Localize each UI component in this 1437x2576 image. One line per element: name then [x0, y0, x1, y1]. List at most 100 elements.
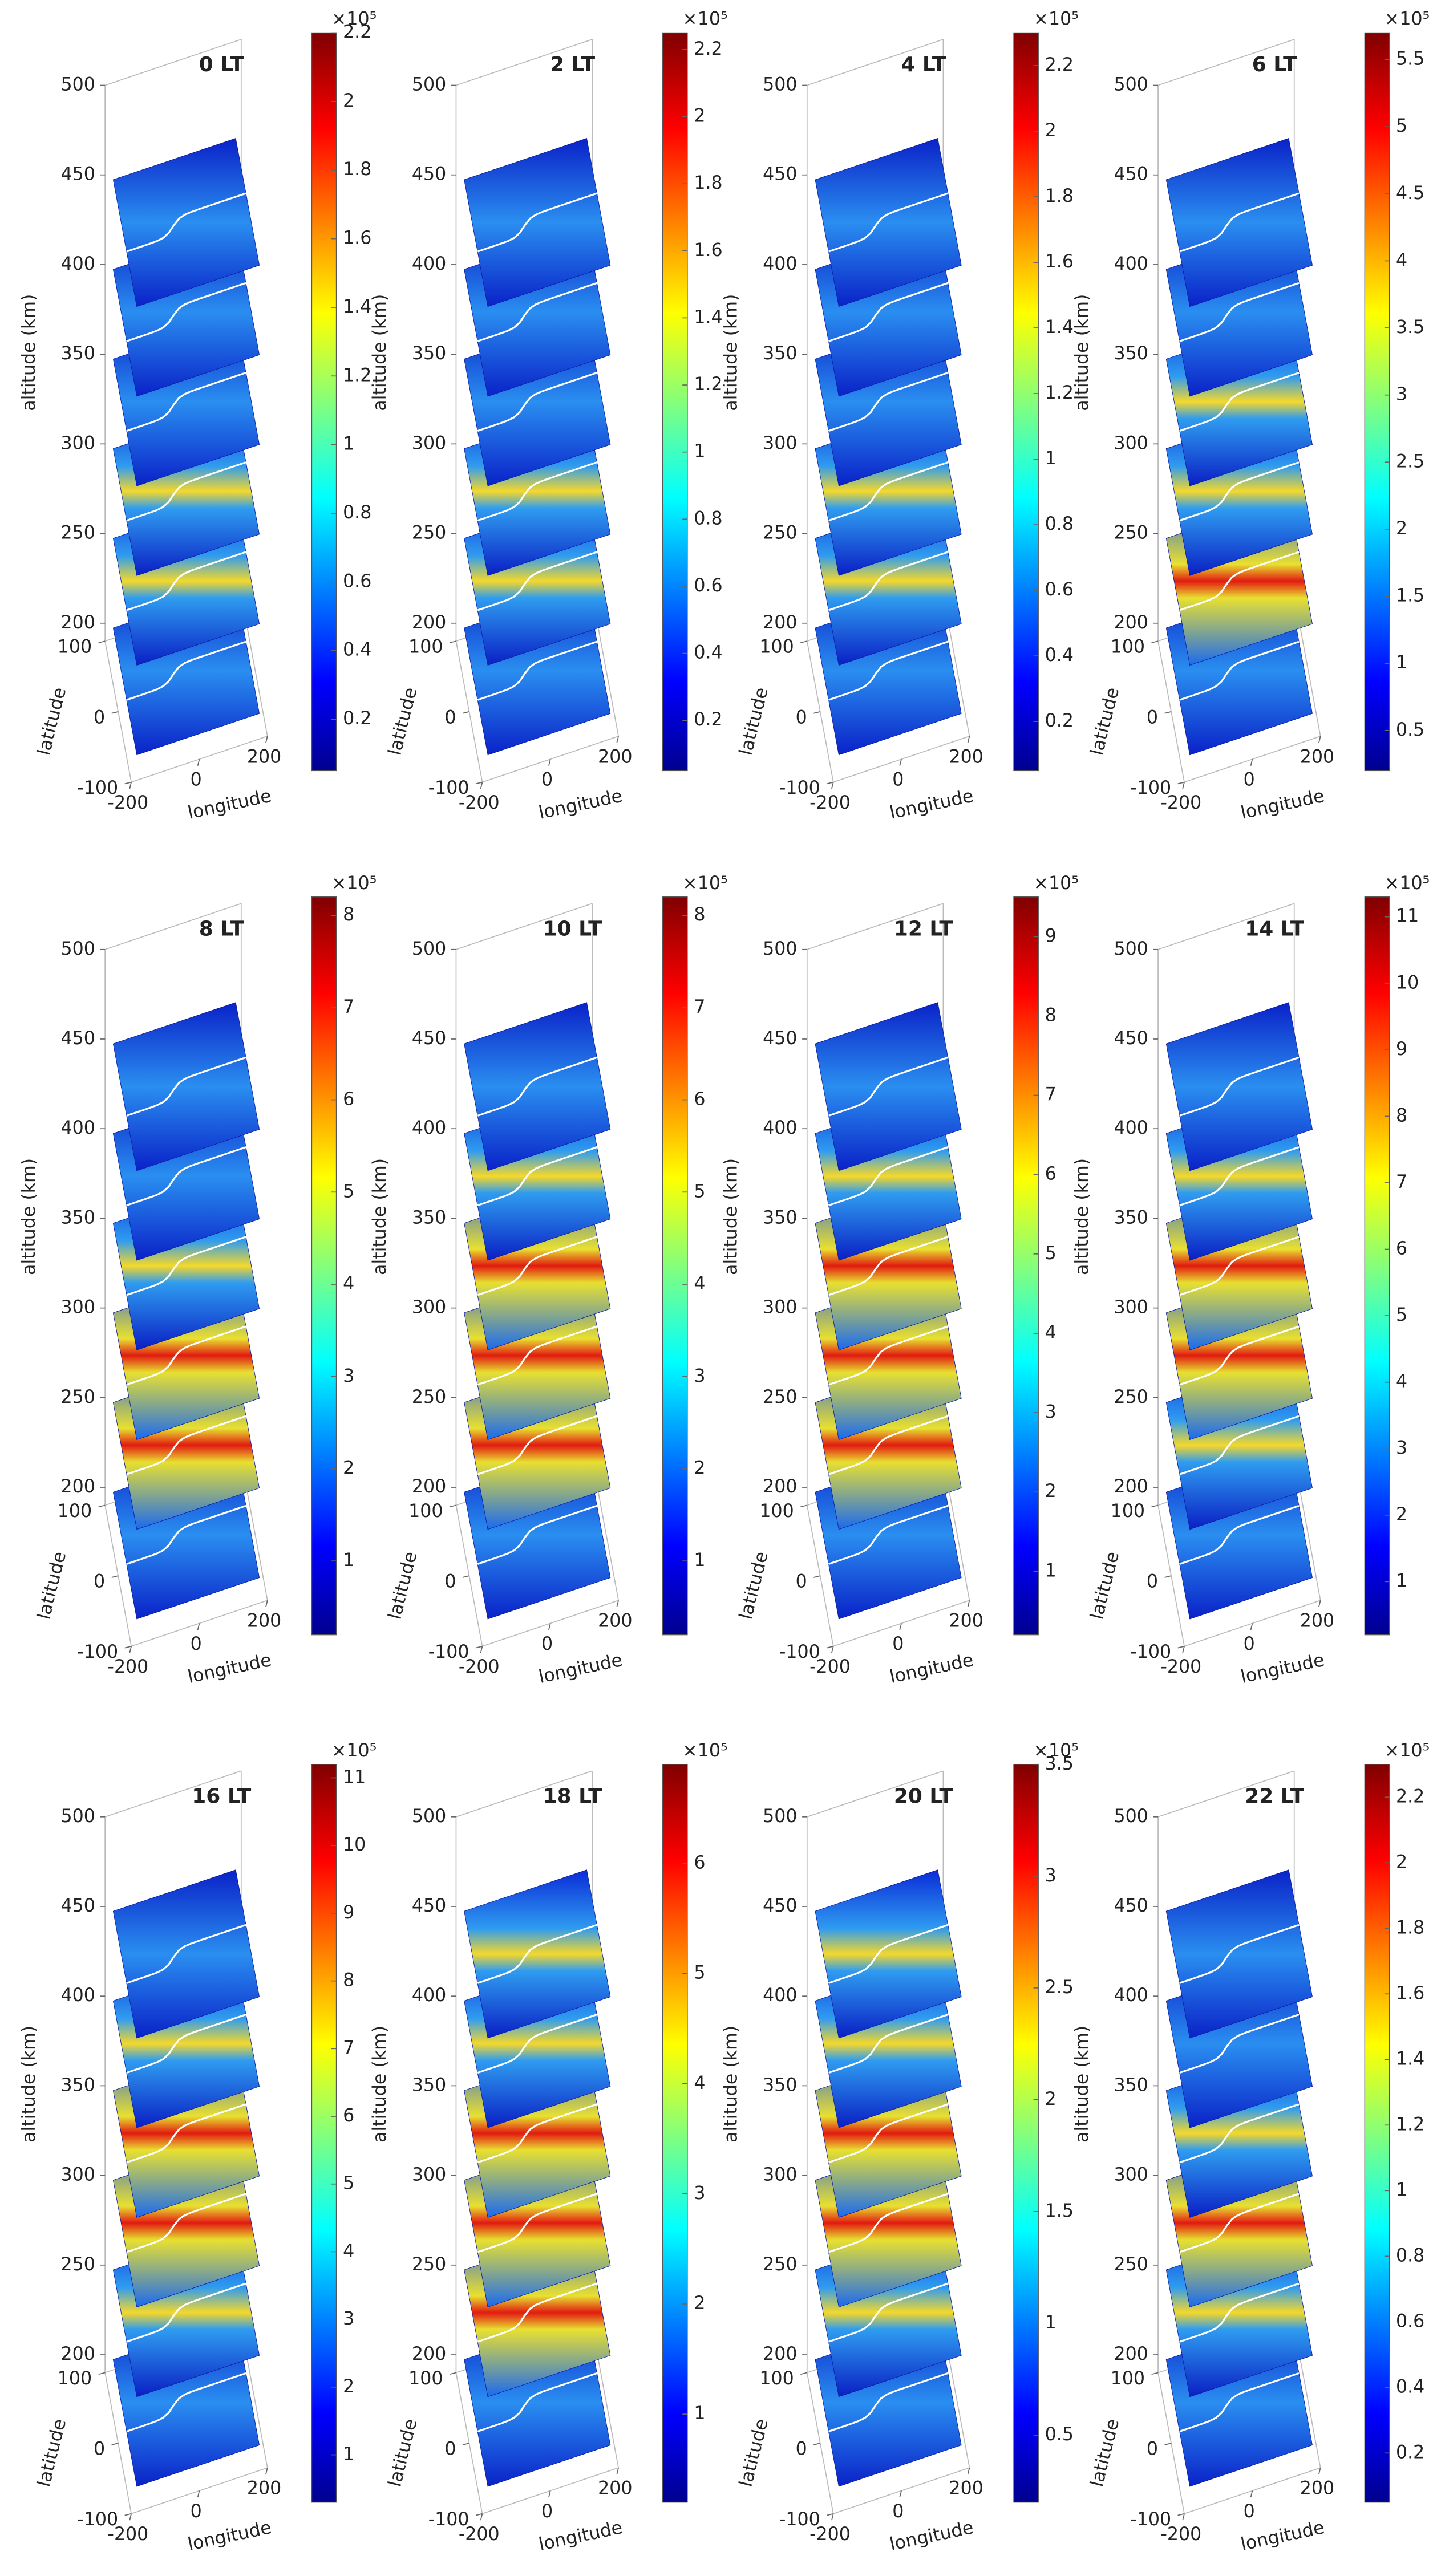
- colorbar-tick-label: 3: [694, 2183, 705, 2204]
- magnetic-equator: [126, 2372, 246, 2432]
- x-tick: [265, 2468, 268, 2474]
- magnetic-equator: [828, 2013, 949, 2074]
- panel-title: 10 LT: [543, 917, 602, 940]
- colorbar-tick-label: 2: [1396, 1852, 1407, 1872]
- x-tick: [967, 736, 970, 743]
- x-tick: [129, 2513, 132, 2521]
- colorbar: [1013, 32, 1039, 772]
- colorbar-tick-label: 8: [1045, 1005, 1057, 1025]
- colorbar-tick-label: 9: [1045, 926, 1057, 946]
- x-tick: [1182, 1646, 1185, 1653]
- axis-box-edge: [456, 1770, 593, 1818]
- magnetic-equator: [477, 2282, 597, 2343]
- z-tick-label: 450: [1114, 1896, 1148, 1916]
- z-tick-label: 200: [1114, 612, 1148, 633]
- colorbar-tick-label: 4: [1045, 1323, 1057, 1343]
- magnetic-equator: [477, 1415, 597, 1475]
- x-tick: [480, 1646, 483, 1653]
- y-tick-label: 100: [1111, 2368, 1145, 2389]
- magnetic-equator: [126, 371, 246, 432]
- z-tick-label: 400: [412, 1118, 446, 1138]
- z-tick-label: 500: [1114, 75, 1148, 95]
- panel-title: 16 LT: [192, 1784, 251, 1808]
- magnetic-equator: [126, 1236, 246, 1296]
- y-tick: [813, 711, 820, 714]
- x-tick-label: 0: [1244, 770, 1255, 790]
- density-slice: [1165, 138, 1313, 307]
- colorbar-tick-label: 6: [694, 1853, 705, 1873]
- colorbar-tick-label: 7: [1396, 1172, 1407, 1192]
- colorbar-tick-label: 3.5: [1396, 317, 1424, 338]
- z-tick-label: 200: [1114, 1476, 1148, 1497]
- z-tick-label: 300: [412, 2165, 446, 2185]
- z-tick-label: 200: [412, 1476, 446, 1497]
- panel-title: 6 LT: [1252, 53, 1297, 76]
- panel: 200 250 300 350 400 450 500 -100 0 100 -200 0 200 alt…: [1072, 1741, 1430, 2555]
- y-tick-label: 0: [444, 1572, 456, 1592]
- magnetic-equator: [1179, 1504, 1300, 1565]
- colorbar-tick-label: 0.6: [343, 571, 371, 591]
- panel: 200 250 300 350 400 450 500 -100 0 100 -200 0 200 alt…: [370, 9, 727, 823]
- colorbar-tick-label: 1.6: [343, 228, 371, 249]
- y-axis-label: latitude: [384, 2417, 421, 2489]
- z-tick-label: 250: [61, 2254, 95, 2275]
- axis-box-edge: [1184, 736, 1321, 783]
- x-axis-label: longitude: [537, 2517, 624, 2555]
- y-tick-label: 100: [408, 2368, 443, 2389]
- x-tick: [265, 1600, 268, 1607]
- x-axis-label: longitude: [1239, 2517, 1326, 2555]
- z-tick-label: 500: [1114, 939, 1148, 959]
- z-tick-label: 450: [1114, 1028, 1148, 1049]
- z-tick-label: 350: [763, 343, 797, 364]
- colorbar-tick-label: 3: [1396, 1438, 1407, 1458]
- y-tick-label: -100: [1130, 1642, 1171, 1662]
- axis-box-edge: [131, 736, 268, 783]
- x-axis-label: longitude: [537, 1650, 624, 1687]
- panel: 200 250 300 350 400 450 500 -100 0 100 -200 0 200 alt…: [370, 873, 727, 1687]
- magnetic-equator: [1179, 282, 1300, 342]
- colorbar-tick-label: 2: [1396, 1504, 1407, 1525]
- y-tick: [462, 2443, 469, 2445]
- panel-title: 12 LT: [894, 917, 953, 940]
- magnetic-equator: [1179, 2013, 1300, 2074]
- panel-title: 18 LT: [543, 1784, 602, 1808]
- z-tick-label: 400: [1114, 254, 1148, 274]
- y-tick: [98, 1504, 106, 1508]
- x-tick-label: -200: [1160, 793, 1201, 813]
- z-tick-label: 350: [763, 2075, 797, 2095]
- axis-box-edge: [104, 1770, 242, 1818]
- y-axis-label: latitude: [736, 1549, 772, 1621]
- colorbar-tick-label: 1.2: [1396, 2114, 1424, 2135]
- y-tick: [1164, 1575, 1172, 1578]
- magnetic-equator: [126, 1146, 246, 1207]
- colorbar-tick-label: 0.2: [694, 709, 722, 730]
- x-tick-label: -200: [108, 2524, 149, 2545]
- density-slice: [112, 1002, 260, 1171]
- z-tick-label: 250: [1114, 1387, 1148, 1407]
- z-axis-label: altitude (km): [721, 294, 742, 411]
- colorbar-tick-label: 2: [343, 2376, 354, 2397]
- z-tick-label: 400: [61, 254, 95, 274]
- x-tick-label: 200: [598, 2478, 632, 2499]
- x-tick: [899, 2490, 902, 2498]
- z-tick-label: 450: [412, 164, 446, 185]
- y-tick: [800, 2372, 807, 2375]
- x-tick-label: 0: [191, 1634, 202, 1654]
- magnetic-equator: [126, 2103, 246, 2164]
- magnetic-equator: [1179, 371, 1300, 432]
- colorbar-tick-label: 4: [1396, 250, 1407, 270]
- panel-title: 4 LT: [901, 53, 946, 76]
- magnetic-equator: [828, 2282, 949, 2343]
- colorbar-tick-label: 2: [1045, 2089, 1057, 2110]
- x-tick: [480, 2513, 483, 2521]
- colorbar-tick-label: 0.6: [1396, 2311, 1424, 2331]
- x-tick: [265, 736, 268, 743]
- z-tick-label: 300: [763, 1297, 797, 1318]
- z-tick-label: 250: [763, 2254, 797, 2275]
- colorbar-tick-label: 0.2: [1045, 711, 1074, 731]
- z-tick-label: 300: [1114, 433, 1148, 453]
- x-tick: [831, 2513, 834, 2521]
- y-tick: [1164, 711, 1172, 714]
- colorbar-exponent: ×10⁵: [1034, 873, 1079, 894]
